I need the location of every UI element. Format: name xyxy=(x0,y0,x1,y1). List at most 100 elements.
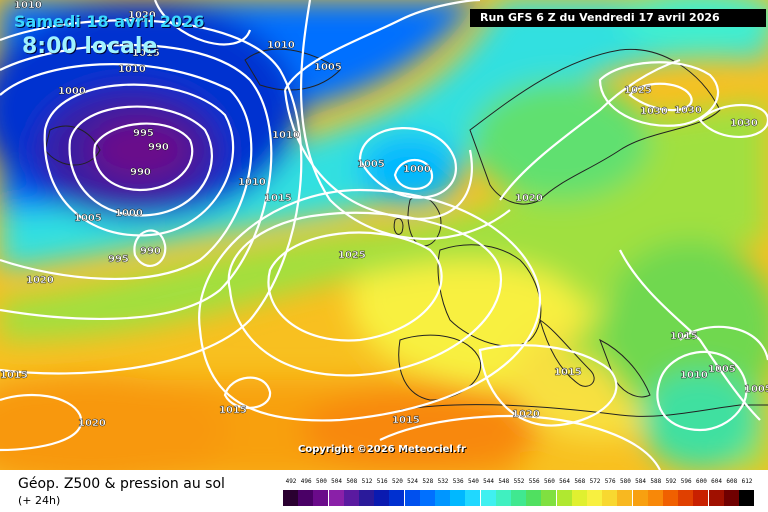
pressure-label: 1030 xyxy=(730,118,758,129)
legend-value: 512 xyxy=(361,478,373,485)
legend-value: 580 xyxy=(619,478,631,485)
legend-value: 564 xyxy=(559,478,571,485)
isobar-1010-balkans xyxy=(656,350,748,432)
pressure-label: 1010 xyxy=(267,40,295,51)
isobar-1020-north xyxy=(153,0,252,46)
ireland-coast xyxy=(393,217,404,235)
legend-swatch xyxy=(480,490,496,506)
scandinavia-coast xyxy=(469,48,721,205)
legend-value: 604 xyxy=(711,478,723,485)
legend-swatch xyxy=(435,490,450,506)
legend-value: 516 xyxy=(376,478,388,485)
legend-swatch xyxy=(723,490,739,506)
pressure-label: 1005 xyxy=(74,213,102,224)
pressure-label: 1020 xyxy=(26,275,54,286)
legend-value: 588 xyxy=(650,478,662,485)
pressure-label: 1015 xyxy=(219,405,247,416)
isobar-1025-high xyxy=(267,231,443,342)
pressure-label: 1015 xyxy=(670,331,698,342)
isobar-1015-med xyxy=(478,344,618,427)
isobar-1015-ring xyxy=(198,188,542,422)
legend-value: 552 xyxy=(513,478,525,485)
legend-value: 576 xyxy=(604,478,616,485)
legend-value: 584 xyxy=(635,478,647,485)
legend-swatch xyxy=(678,490,694,506)
legend-value: 544 xyxy=(483,478,495,485)
legend-swatch xyxy=(602,490,618,506)
legend-value: 500 xyxy=(315,478,327,485)
legend-value: 504 xyxy=(331,478,343,485)
pressure-label: 1015 xyxy=(264,193,292,204)
legend-swatch xyxy=(526,490,542,506)
isobar-1000-small xyxy=(393,159,434,190)
legend-value: 540 xyxy=(467,478,479,485)
map-title: Géop. Z500 & pression au sol xyxy=(18,476,225,492)
legend-value: 508 xyxy=(346,478,358,485)
geopotential-field: 1010 1020 1015 1010 1000 995 990 990 100… xyxy=(0,0,768,470)
weather-map: 1010 1020 1015 1010 1000 995 990 990 100… xyxy=(0,0,768,470)
pressure-label: 995 xyxy=(108,254,129,265)
legend-swatch xyxy=(632,490,648,506)
legend-swatch xyxy=(404,490,420,506)
isobar-labels: 1010 1020 1015 1010 1000 995 990 990 100… xyxy=(0,0,768,429)
legend-value: 532 xyxy=(437,478,449,485)
isobar-1015-azores xyxy=(223,376,272,410)
pressure-label: 1000 xyxy=(115,208,143,219)
legend-swatch xyxy=(663,490,678,506)
isobars xyxy=(0,0,768,470)
pressure-label: 1005 xyxy=(314,62,342,73)
pressure-label: 1025 xyxy=(624,85,652,96)
legend-swatch xyxy=(298,490,314,506)
legend-swatch xyxy=(556,490,572,506)
pressure-label: 1005 xyxy=(744,384,768,395)
isobar-1025-scandinavia xyxy=(598,61,720,127)
legend-value: 556 xyxy=(528,478,540,485)
isobar-1015 xyxy=(0,19,303,375)
forecast-range: (+ 24h) xyxy=(18,494,61,507)
legend-swatch xyxy=(313,490,329,506)
legend-swatch xyxy=(708,490,724,506)
pressure-label: 995 xyxy=(133,128,154,139)
isobar-1000 xyxy=(43,83,235,237)
legend-value: 568 xyxy=(574,478,586,485)
pressure-label: 1020 xyxy=(515,193,543,204)
north-africa-coast xyxy=(399,404,768,417)
legend-swatch xyxy=(617,490,633,506)
legend-swatch xyxy=(343,490,359,506)
legend-value: 524 xyxy=(407,478,419,485)
isobar-1020-high xyxy=(227,211,503,377)
isobar-1020-southwest xyxy=(0,393,83,452)
pressure-label: 1005 xyxy=(357,159,385,170)
pressure-label: 1020 xyxy=(512,409,540,420)
legend-swatch xyxy=(647,490,663,506)
france-coast xyxy=(437,244,542,347)
legend-swatch xyxy=(450,490,466,506)
legend-value: 520 xyxy=(391,478,403,485)
legend-value: 596 xyxy=(680,478,692,485)
greenland-tip xyxy=(44,125,101,166)
isobar-1020-scandinavia xyxy=(499,58,681,201)
legend-value: 536 xyxy=(452,478,464,485)
pressure-label: 1020 xyxy=(78,418,106,429)
pressure-label: 1020 xyxy=(128,10,156,21)
map-footer: Géop. Z500 & pression au sol (+ 24h) 492… xyxy=(0,470,768,512)
isobar-1030-a xyxy=(628,82,693,112)
pressure-label: 1000 xyxy=(403,164,431,175)
pressure-label: 1010 xyxy=(272,130,300,141)
pressure-label: 990 xyxy=(130,167,151,178)
legend-swatch xyxy=(511,490,526,506)
legend-swatch xyxy=(283,490,298,506)
pressure-label: 1010 xyxy=(118,64,146,75)
legend-value: 560 xyxy=(543,478,555,485)
legend-value: 600 xyxy=(695,478,707,485)
legend-swatch xyxy=(693,490,709,506)
legend-value: 496 xyxy=(300,478,312,485)
pressure-label: 1005 xyxy=(708,364,736,375)
isobar-1005-east xyxy=(679,325,768,361)
isobar-1015-east-europe xyxy=(619,249,761,421)
pressure-label: 990 xyxy=(140,246,161,257)
legend-swatch xyxy=(359,490,374,506)
legend-value: 572 xyxy=(589,478,601,485)
pressure-label: 1015 xyxy=(392,415,420,426)
legend-swatch xyxy=(495,490,511,506)
